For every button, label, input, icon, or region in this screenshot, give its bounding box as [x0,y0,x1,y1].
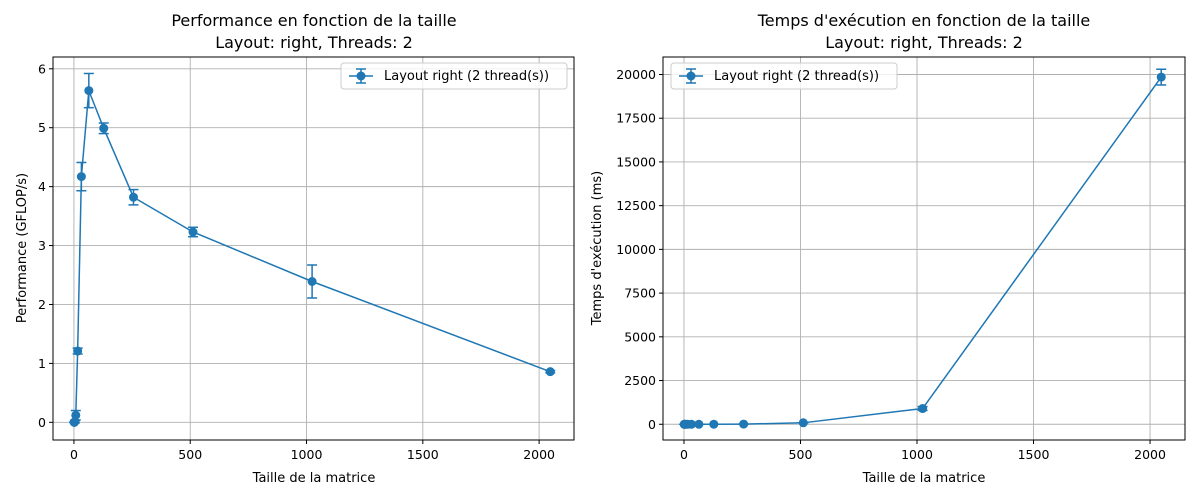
y-tick-label: 10000 [616,242,656,257]
x-axis-label: Taille de la matrice [862,471,986,486]
y-tick-label: 4 [38,179,46,194]
x-tick-label: 500 [789,447,813,462]
y-tick-label: 1 [38,356,46,371]
y-tick-label: 0 [648,417,656,432]
x-tick-label: 2000 [523,447,555,462]
data-point [76,172,86,182]
data-point [71,410,81,420]
chart-title: Temps d'exécution en fonction de la tail… [757,11,1091,30]
data-point [84,86,94,96]
data-point [73,346,83,356]
x-tick-label: 2000 [1134,447,1166,462]
chart-subtitle: Layout: right, Threads: 2 [825,33,1023,52]
x-tick-label: 0 [70,447,78,462]
y-axis-label: Performance (GFLOP/s) [15,173,30,323]
legend-label: Layout right (2 thread(s)) [384,69,549,84]
y-tick-label: 7500 [624,286,656,301]
y-tick-label: 2 [38,297,46,312]
data-point [128,192,138,202]
legend-box [340,62,568,90]
y-tick-label: 12500 [616,198,656,213]
chart-subtitle: Layout: right, Threads: 2 [215,33,413,52]
data-point [1156,72,1166,82]
chart-performance: Performance en fonction de la taille Lay… [15,11,575,486]
data-point [694,419,704,429]
data-point [545,367,555,377]
y-tick-label: 17500 [616,111,656,126]
data-point [918,404,928,414]
grid [663,57,1185,440]
x-tick-label: 1500 [1018,447,1050,462]
series-line [684,76,1162,426]
y-axis-label: Temps d'exécution (ms) [590,171,605,326]
grid [53,57,574,440]
x-tick-label: 0 [680,447,688,462]
plot-frame [662,56,1186,441]
axis-ticks: 0 500 1000 1500 2000 0 1 2 3 4 5 6 [38,61,555,462]
series-line [73,90,551,424]
y-tick-label: 2500 [624,373,656,388]
chart-title: Performance en fonction de la taille [171,11,456,30]
legend-swatch-marker [356,71,366,81]
data-point [99,123,109,133]
y-tick-label: 5 [38,120,46,135]
y-tick-label: 20000 [616,67,656,82]
y-tick-label: 0 [38,415,46,430]
y-tick-label: 15000 [616,154,656,169]
y-tick-label: 5000 [624,329,656,344]
axis-ticks: 0 500 1000 1500 2000025005000750010000125001… [616,67,1166,462]
series-layer [69,72,556,427]
x-tick-label: 1000 [291,447,323,462]
data-point [709,419,719,429]
data-point [686,419,696,429]
legend-box [670,62,898,90]
data-point [307,276,317,286]
x-tick-label: 1000 [901,447,933,462]
data-point [739,419,749,429]
x-tick-label: 500 [178,447,202,462]
x-tick-label: 1500 [407,447,439,462]
y-tick-label: 3 [38,238,46,253]
plot-frame [52,56,575,441]
series-layer [679,68,1167,429]
data-point [188,227,198,237]
legend-swatch-marker [686,71,696,81]
y-tick-label: 6 [38,61,46,76]
legend: Layout right (2 thread(s)) [670,62,898,90]
data-point [798,418,808,428]
x-axis-label: Taille de la matrice [252,471,376,486]
chart-execution-time: Temps d'exécution en fonction de la tail… [590,11,1186,486]
legend-label: Layout right (2 thread(s)) [714,69,879,84]
legend: Layout right (2 thread(s)) [340,62,568,90]
